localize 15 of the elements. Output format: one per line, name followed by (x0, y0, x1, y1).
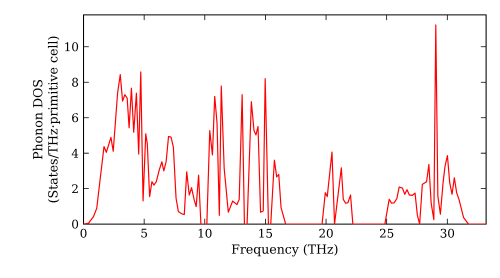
x-tick-label: 5 (141, 228, 148, 238)
x-tick-label: 25 (380, 228, 394, 238)
y-tick-label: 2 (72, 184, 78, 194)
x-tick-label: 30 (440, 228, 454, 238)
y-axis-title: Phonon DOS (States/THz·primitive cell) (32, 36, 60, 203)
y-tick-label: 10 (65, 42, 78, 52)
x-tick-label: 10 (198, 228, 212, 238)
y-tick-label: 8 (72, 78, 78, 87)
y-tick-label: 4 (72, 148, 78, 158)
y-tick-label: 6 (72, 113, 78, 122)
x-tick-label: 15 (259, 228, 272, 238)
x-axis-title: Frequency (THz) (232, 244, 338, 257)
y-tick-label: 0 (72, 220, 78, 229)
x-tick-label: 20 (319, 228, 333, 238)
x-tick-label: 0 (80, 228, 87, 238)
